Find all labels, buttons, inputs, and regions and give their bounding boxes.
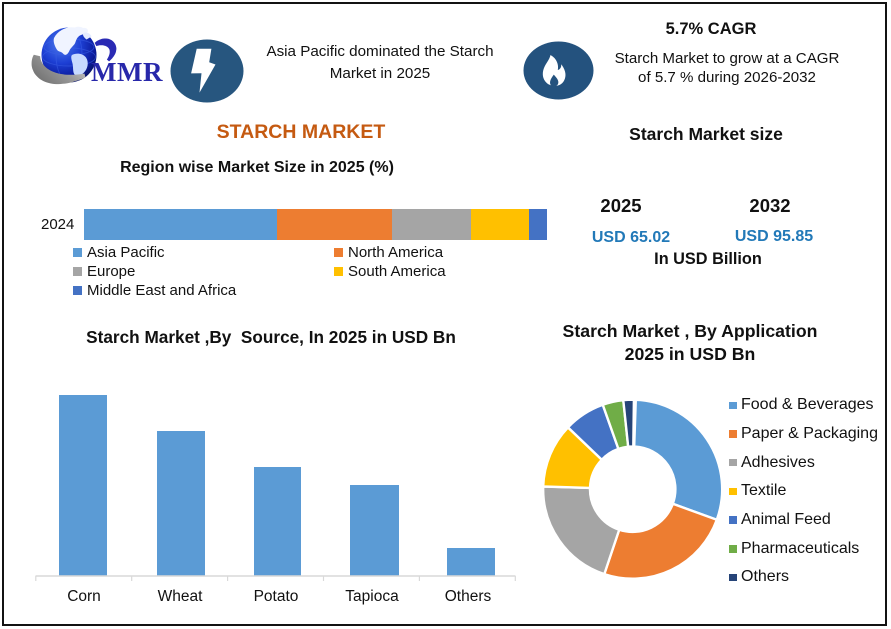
svg-text:MMR: MMR	[91, 57, 163, 87]
